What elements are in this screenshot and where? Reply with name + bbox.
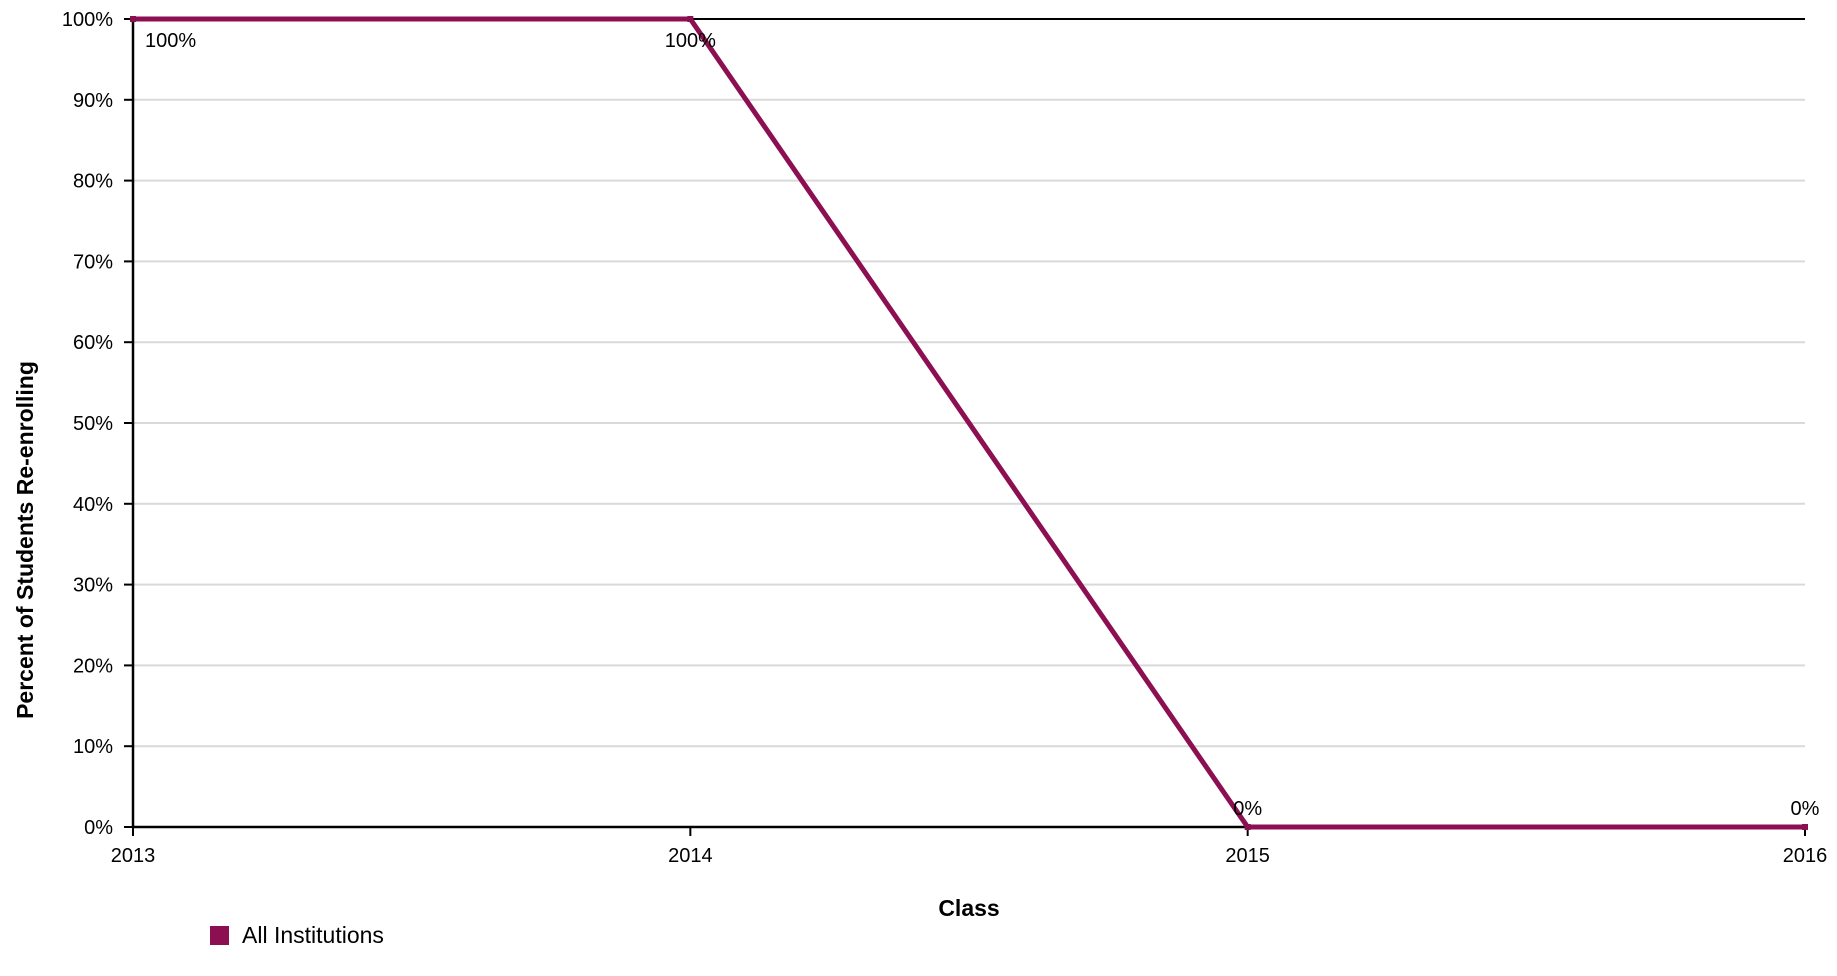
- x-axis-title: Class: [938, 895, 999, 921]
- legend: All Institutions: [210, 920, 384, 950]
- axes: [124, 18, 1806, 836]
- y-tick-label-0: 0%: [84, 817, 113, 839]
- data-point-2015: [1244, 824, 1251, 830]
- data-labels: 100% 100% 0% 0%: [145, 30, 1820, 820]
- y-tick-label-80: 80%: [73, 171, 113, 193]
- data-label-2016: 0%: [1791, 798, 1820, 820]
- series-layer: [130, 16, 1808, 830]
- y-tick-label-90: 90%: [73, 90, 113, 112]
- y-tick-label-100: 100%: [62, 9, 113, 31]
- y-tick-label-50: 50%: [73, 413, 113, 435]
- data-point-2013: [130, 16, 136, 22]
- y-tick-label-20: 20%: [73, 655, 113, 677]
- data-label-2013: 100%: [145, 30, 196, 52]
- x-tick-label-2014: 2014: [668, 845, 713, 867]
- y-tick-label-10: 10%: [73, 736, 113, 758]
- data-point-2016: [1802, 824, 1808, 830]
- data-label-2014: 100%: [665, 30, 716, 52]
- y-tick-label-40: 40%: [73, 494, 113, 516]
- y-tick-label-70: 70%: [73, 251, 113, 273]
- gridlines: [133, 18, 1805, 748]
- legend-label-all-institutions: All Institutions: [242, 922, 384, 948]
- data-label-2015: 0%: [1233, 798, 1262, 820]
- x-tick-label-2013: 2013: [111, 845, 156, 867]
- series-line-0: [130, 16, 1808, 830]
- y-tick-label-60: 60%: [73, 332, 113, 354]
- tick-labels: 0% 10% 20% 30% 40% 50% 60% 70% 80% 90% 100% 2013 201…: [62, 9, 1827, 867]
- y-tick-label-30: 30%: [73, 575, 113, 597]
- legend-swatch-all-institutions: [210, 925, 229, 945]
- x-tick-label-2015: 2015: [1225, 845, 1270, 867]
- x-tick-label-2016: 2016: [1783, 845, 1828, 867]
- y-axis-title: Percent of Students Re-enrolling: [12, 361, 38, 719]
- data-point-2014: [687, 16, 694, 22]
